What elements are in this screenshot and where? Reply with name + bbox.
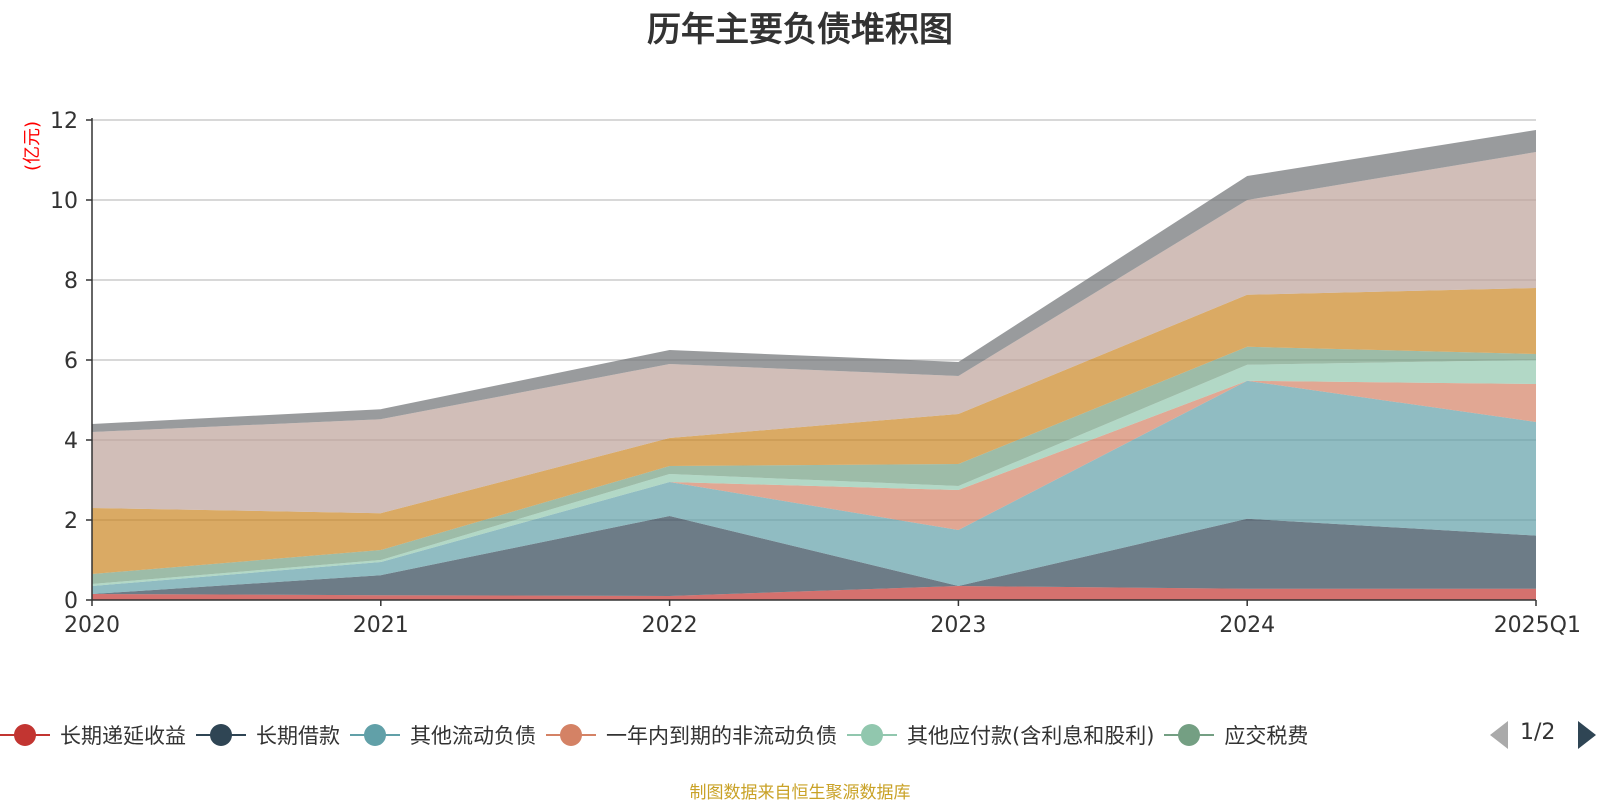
x-tick-label: 2025Q1	[1494, 613, 1581, 638]
legend-item[interactable]: 其他应付款(含利息和股利)	[847, 718, 1154, 752]
legend-label: 长期借款	[256, 724, 340, 748]
area-series-0	[92, 586, 1536, 600]
legend-prev-page-icon[interactable]	[1490, 721, 1508, 749]
area-layer	[92, 130, 1536, 600]
legend-item[interactable]: 应交税费	[1164, 718, 1308, 752]
x-tick-label: 2021	[353, 613, 409, 638]
chart-title: 历年主要负债堆积图	[647, 10, 953, 50]
legend-marker-icon	[847, 723, 897, 747]
legend-next-page-icon[interactable]	[1578, 721, 1596, 749]
area-series-2	[92, 380, 1536, 594]
legend-marker-icon	[196, 723, 246, 747]
area-series-1	[92, 516, 1536, 596]
legend-items: 长期递延收益 长期借款 其他流动负债 一年内到期的非流动负债 其他应付款(含利息和股利)…	[0, 718, 1488, 752]
legend-item[interactable]: 长期借款	[196, 718, 340, 752]
y-tick-label: 2	[64, 509, 78, 534]
legend-label: 长期递延收益	[60, 724, 186, 748]
y-tick-label: 8	[64, 269, 78, 294]
legend-item[interactable]: 长期递延收益	[0, 718, 186, 752]
legend-marker-icon	[350, 723, 400, 747]
legend-label: 其他应付款(含利息和股利)	[907, 724, 1155, 748]
legend: 长期递延收益 长期借款 其他流动负债 一年内到期的非流动负债 其他应付款(含利息和股利)…	[0, 718, 1600, 752]
legend-page-indicator: 1/2	[1520, 720, 1556, 745]
area-series-8	[92, 130, 1536, 432]
y-tick-label: 12	[50, 109, 78, 134]
legend-marker-icon	[1164, 723, 1215, 747]
y-tick-label: 0	[64, 589, 78, 614]
y-tick-label: 4	[64, 429, 78, 454]
chart-plot: 0 2 4 6 8 10 12 2020 2021 2022 2023 2024 2025Q1 (亿元)	[22, 109, 1581, 638]
area-series-3	[92, 380, 1536, 586]
source-note: 制图数据来自恒生聚源数据库	[689, 783, 911, 803]
y-tick-label: 10	[50, 189, 78, 214]
legend-pager: 1/2	[1488, 718, 1600, 752]
legend-item[interactable]: 一年内到期的非流动负债	[546, 718, 837, 752]
area-series-7	[92, 152, 1536, 514]
area-series-6	[92, 288, 1536, 574]
legend-label: 一年内到期的非流动负债	[606, 724, 837, 748]
y-tick-label: 6	[64, 349, 78, 374]
y-axis-unit: (亿元)	[22, 121, 43, 171]
legend-marker-icon	[0, 723, 50, 747]
legend-marker-icon	[546, 723, 596, 747]
legend-label: 其他流动负债	[410, 724, 536, 748]
legend-item[interactable]: 其他流动负债	[350, 718, 536, 752]
x-tick-label: 2024	[1219, 613, 1275, 638]
area-series-5	[92, 346, 1536, 584]
x-tick-label: 2023	[930, 613, 986, 638]
axis-layer: 0 2 4 6 8 10 12 2020 2021 2022 2023 2024 2025Q1	[50, 109, 1581, 638]
x-tick-label: 2020	[64, 613, 120, 638]
x-tick-label: 2022	[642, 613, 698, 638]
legend-label: 应交税费	[1224, 724, 1309, 748]
